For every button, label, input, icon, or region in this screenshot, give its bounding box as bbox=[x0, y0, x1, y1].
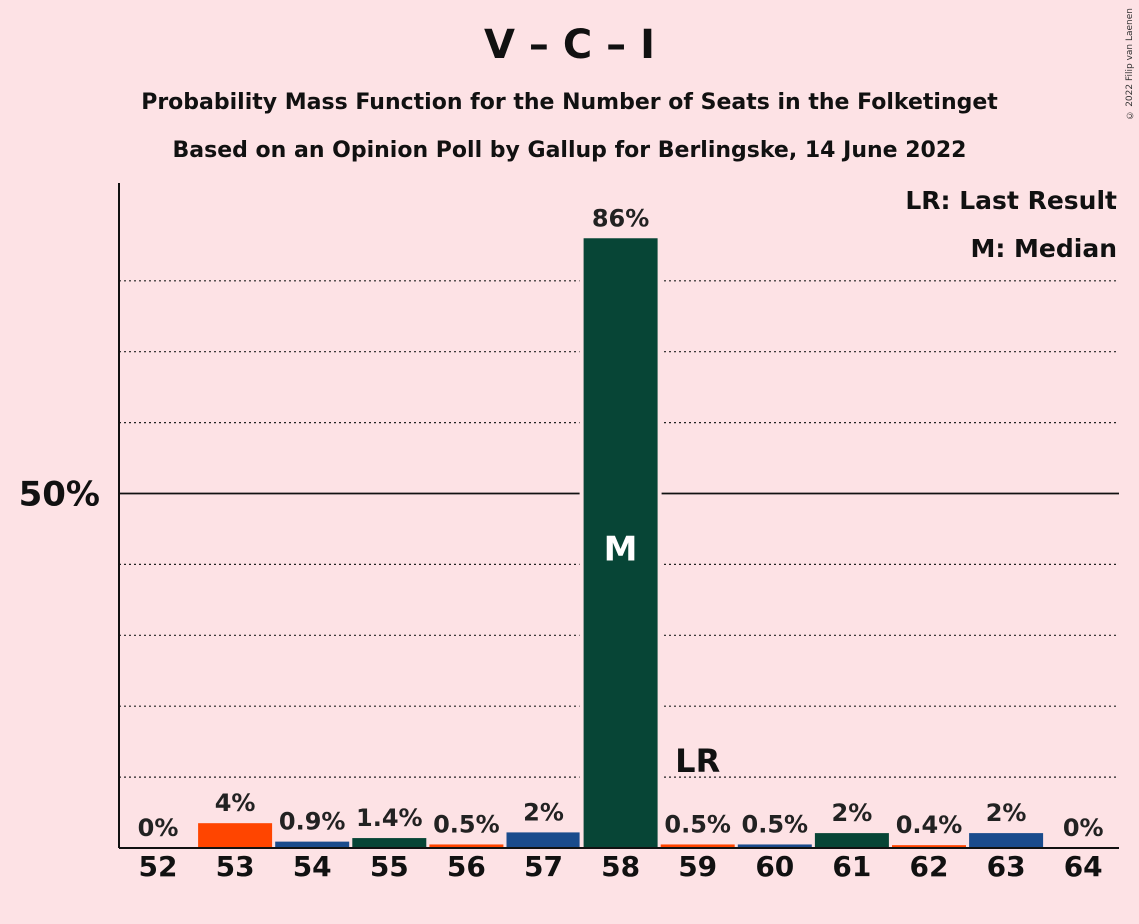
bar bbox=[892, 845, 966, 848]
bar bbox=[198, 823, 273, 848]
bar bbox=[583, 238, 658, 848]
chart-subtitle-2: Based on an Opinion Poll by Gallup for B… bbox=[172, 138, 967, 163]
chart-subtitle-1: Probability Mass Function for the Number… bbox=[141, 90, 998, 115]
bar bbox=[969, 833, 1044, 848]
data-label: 4% bbox=[215, 789, 256, 817]
data-label: 2% bbox=[832, 799, 873, 827]
bar bbox=[275, 841, 350, 848]
data-label: 0.5% bbox=[664, 810, 731, 838]
bar bbox=[737, 844, 812, 848]
data-label: 0.5% bbox=[433, 810, 500, 838]
x-tick-label: 60 bbox=[755, 850, 794, 883]
legend-entry: LR: Last Result bbox=[905, 186, 1117, 215]
bar bbox=[506, 832, 581, 848]
legend-entry: M: Median bbox=[970, 234, 1117, 263]
data-label: 1.4% bbox=[356, 804, 423, 832]
x-tick-label: 57 bbox=[524, 850, 563, 883]
data-label: 0.9% bbox=[279, 808, 346, 836]
median-marker: M bbox=[604, 530, 638, 570]
x-tick-label: 62 bbox=[910, 850, 949, 883]
x-tick-label: 63 bbox=[987, 850, 1026, 883]
last-result-marker: LR bbox=[675, 742, 720, 780]
data-label: 2% bbox=[523, 798, 564, 826]
x-tick-label: 53 bbox=[216, 850, 255, 883]
x-tick-label: 59 bbox=[678, 850, 717, 883]
data-label: 0% bbox=[138, 814, 179, 842]
data-label: 2% bbox=[986, 799, 1027, 827]
data-label: 0% bbox=[1063, 814, 1104, 842]
bar bbox=[660, 844, 735, 848]
x-tick-label: 52 bbox=[139, 850, 178, 883]
y-tick-label: 50% bbox=[19, 475, 100, 515]
bar bbox=[352, 838, 427, 848]
x-tick-label: 64 bbox=[1064, 850, 1103, 883]
x-tick-label: 55 bbox=[370, 850, 409, 883]
x-tick-label: 54 bbox=[293, 850, 332, 883]
x-tick-label: 58 bbox=[601, 850, 640, 883]
bar bbox=[814, 833, 889, 848]
data-label: 86% bbox=[592, 204, 649, 232]
x-tick-label: 61 bbox=[832, 850, 871, 883]
x-tick-label: 56 bbox=[447, 850, 486, 883]
chart-title: V – C – I bbox=[484, 22, 655, 68]
bar bbox=[429, 844, 504, 848]
data-label: 0.4% bbox=[896, 811, 963, 839]
data-label: 0.5% bbox=[742, 810, 809, 838]
